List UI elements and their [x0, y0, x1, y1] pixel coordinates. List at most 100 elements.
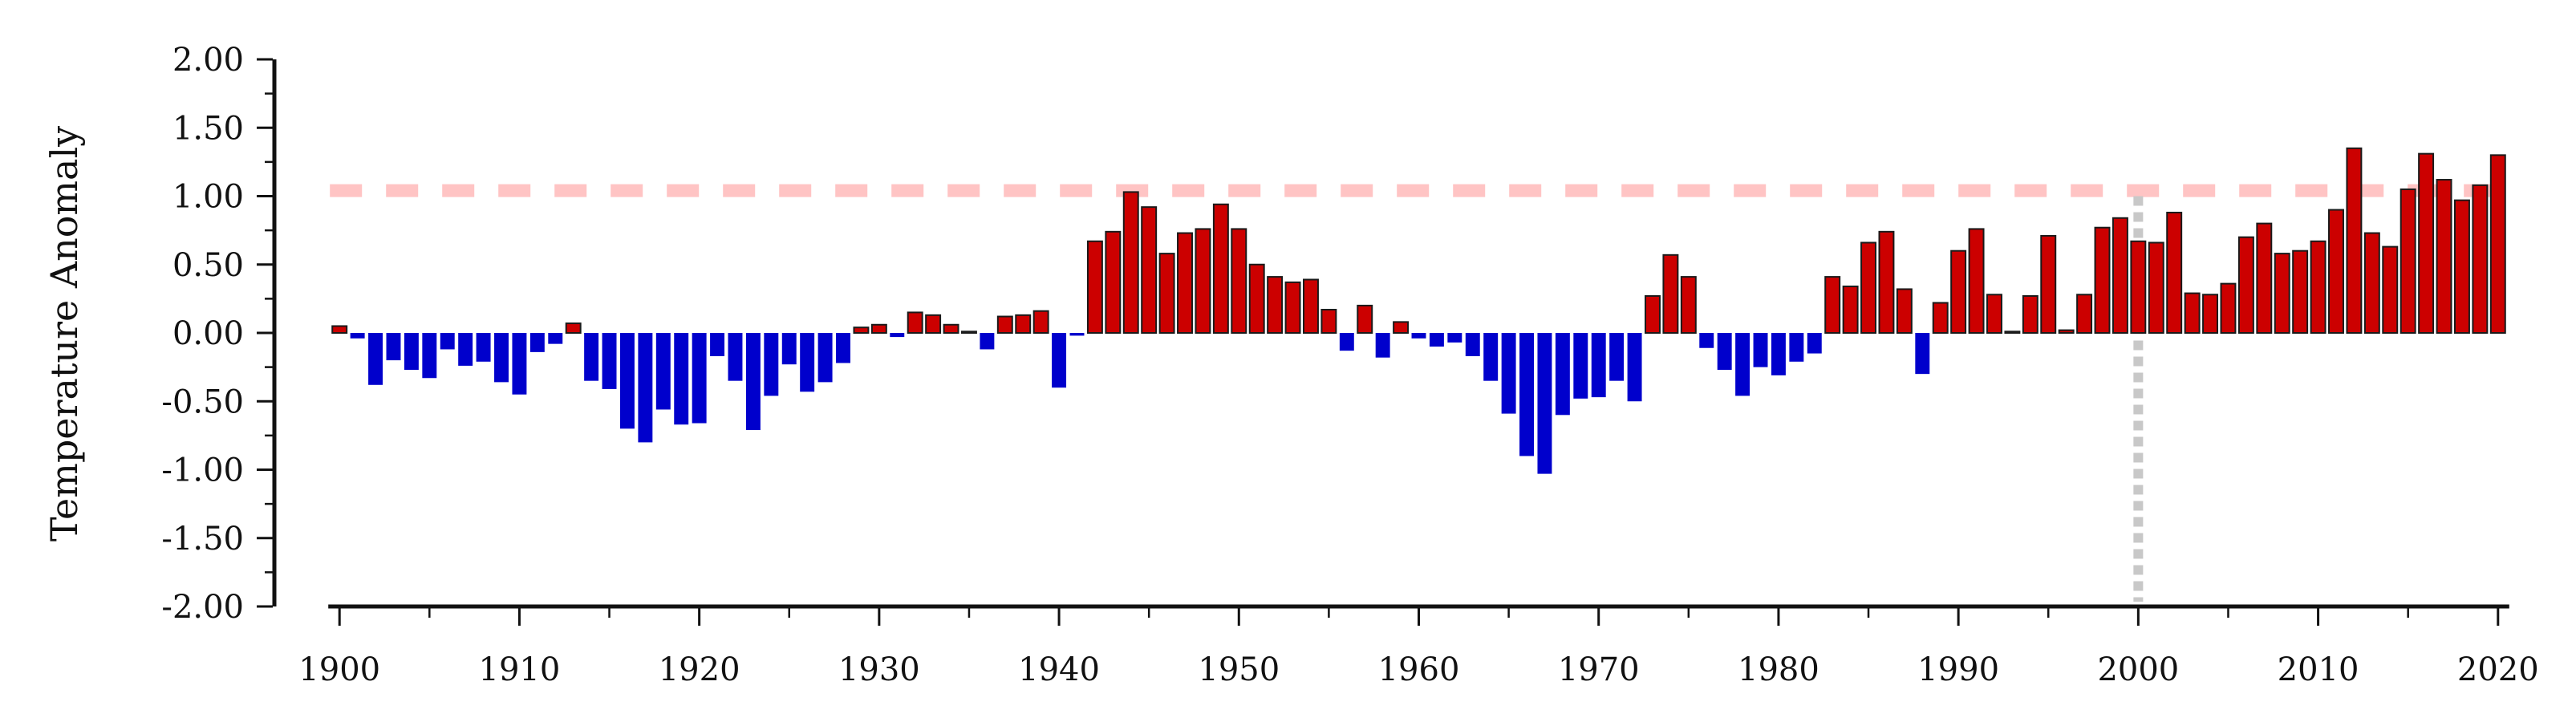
bar-2017: [2436, 179, 2452, 334]
bar-1945: [1141, 206, 1158, 335]
bar-1936: [980, 333, 995, 350]
bar-1974: [1662, 253, 1679, 335]
bar-2006: [2237, 236, 2254, 334]
bar-1957: [1357, 304, 1373, 334]
bar-1927: [817, 333, 833, 383]
y-tick-label: 1.00: [172, 179, 244, 216]
bar-1958: [1375, 333, 1390, 358]
bar-1943: [1105, 230, 1122, 334]
bar-2015: [2400, 188, 2416, 334]
bar-1998: [2094, 226, 2111, 334]
x-tick-label: 1980: [1738, 651, 1819, 688]
bar-1902: [368, 333, 383, 385]
bar-1984: [1842, 286, 1859, 334]
bar-1970: [1591, 333, 1606, 398]
bar-1975: [1680, 276, 1697, 335]
bar-1933: [925, 314, 942, 334]
y-tick-label: -1.00: [161, 452, 244, 489]
y-tick-label: 0.00: [172, 315, 244, 352]
bar-1922: [728, 333, 743, 381]
bar-1953: [1284, 281, 1301, 335]
bar-1969: [1573, 333, 1588, 399]
bar-1900: [331, 325, 348, 335]
bar-1967: [1537, 333, 1552, 474]
bar-1965: [1501, 333, 1516, 414]
bar-1991: [1968, 228, 1985, 335]
bar-1925: [781, 333, 797, 365]
bar-1954: [1303, 278, 1319, 334]
axes-layer: [272, 59, 2509, 609]
bar-1986: [1878, 230, 1895, 334]
bar-1907: [458, 333, 473, 366]
bar-1968: [1555, 333, 1570, 416]
bar-2019: [2472, 184, 2489, 334]
bar-1961: [1429, 333, 1444, 347]
y-ticks: 2.00 1.50 1.00 0.50 0.00 -0.50 -1.00 -1.50 -2.00: [161, 42, 273, 626]
bar-2016: [2418, 152, 2435, 334]
bar-1992: [1986, 294, 2002, 335]
x-tick-label: 2010: [2278, 651, 2359, 688]
bar-1913: [565, 322, 582, 334]
bar-1931: [890, 333, 905, 338]
bar-1989: [1932, 302, 1949, 334]
bar-1918: [655, 333, 671, 410]
bar-1979: [1753, 333, 1768, 367]
x-tick-label: 1900: [298, 651, 380, 688]
bar-1920: [692, 333, 707, 424]
bar-1916: [619, 333, 635, 429]
bar-1906: [440, 333, 455, 350]
x-tick-label: 1990: [1917, 651, 1999, 688]
bar-1960: [1411, 333, 1426, 339]
bar-1985: [1860, 241, 1877, 334]
bar-1929: [853, 326, 870, 334]
bar-1997: [2076, 294, 2093, 335]
bar-1963: [1465, 333, 1480, 356]
bar-1977: [1717, 333, 1732, 371]
bar-1976: [1699, 333, 1714, 348]
x-tick-label: 1960: [1378, 651, 1460, 688]
bar-1972: [1627, 333, 1642, 402]
bar-1905: [422, 333, 437, 379]
bar-1935: [960, 331, 977, 334]
bar-1901: [350, 333, 365, 339]
bar-1949: [1212, 203, 1229, 334]
bar-2013: [2363, 232, 2380, 334]
bar-1926: [800, 333, 815, 392]
x-tick-label: 1920: [659, 651, 740, 688]
bar-2005: [2220, 282, 2237, 334]
bar-1923: [745, 333, 761, 431]
bar-1999: [2112, 217, 2128, 334]
bar-1921: [710, 333, 725, 356]
bar-1919: [674, 333, 689, 425]
bar-1937: [996, 315, 1013, 335]
bar-1990: [1950, 249, 1967, 335]
bar-1908: [476, 333, 491, 362]
bar-1910: [512, 333, 527, 395]
y-tick-label: 2.00: [172, 42, 244, 79]
bar-1966: [1519, 333, 1534, 456]
bar-1980: [1771, 333, 1786, 375]
y-tick-label: -0.50: [161, 383, 244, 420]
bar-2007: [2256, 222, 2273, 334]
bar-1952: [1267, 276, 1284, 335]
bar-1915: [602, 333, 617, 389]
bar-1964: [1483, 333, 1499, 381]
x-ticks: 1900 1910 1920 1930 1940 1950 1960 1970 1980 1990…: [298, 608, 2539, 688]
x-tick-label: 1950: [1198, 651, 1280, 688]
bar-2012: [2346, 147, 2363, 334]
bar-1903: [386, 333, 401, 361]
bar-1914: [584, 333, 599, 381]
y-tick-label: -1.50: [161, 521, 244, 558]
bar-1948: [1195, 228, 1211, 335]
bar-1940: [1052, 333, 1067, 388]
bar-1941: [1069, 333, 1085, 336]
bar-1971: [1609, 333, 1625, 381]
bar-1909: [494, 333, 509, 383]
bar-2014: [2382, 245, 2399, 334]
x-tick-label: 1940: [1018, 651, 1100, 688]
bar-1951: [1248, 263, 1265, 334]
y-tick-label: -2.00: [161, 589, 244, 626]
bar-1934: [943, 323, 959, 334]
bar-2004: [2202, 294, 2219, 335]
